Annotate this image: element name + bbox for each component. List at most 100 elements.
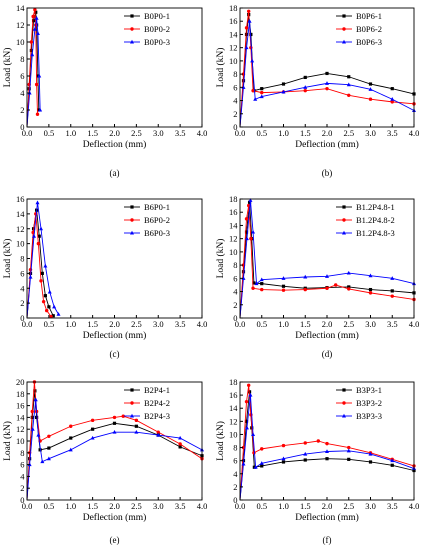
data-point [36, 241, 41, 246]
legend-label: B0P0-2 [144, 24, 170, 34]
series-3 [26, 16, 43, 128]
y-axis-label: Load (kN) [215, 421, 226, 461]
data-point [346, 82, 351, 87]
y-tick-label: 0 [20, 495, 24, 505]
data-point [34, 212, 38, 216]
x-tick-label: 2.0 [109, 501, 120, 511]
legend-marker [342, 230, 346, 235]
series-1 [239, 13, 416, 128]
data-point [325, 86, 329, 91]
plot-frame [26, 7, 203, 128]
legend-label: B3P3-1 [356, 385, 382, 395]
series-3 [26, 397, 204, 501]
data-point [247, 9, 251, 14]
series-2 [26, 212, 53, 319]
y-tick-label: 12 [229, 234, 238, 244]
data-point [35, 112, 40, 116]
y-tick-label: 8 [233, 443, 237, 453]
data-point [32, 233, 36, 238]
x-tick-label: 3.0 [365, 319, 376, 329]
data-point [28, 267, 33, 272]
data-point [37, 73, 42, 78]
data-point [178, 435, 183, 440]
legend-label: B1.2P4.8-1 [356, 202, 395, 212]
data-point [390, 276, 395, 280]
legend-marker [130, 27, 134, 31]
x-tick-label: 4.0 [197, 319, 208, 329]
legend-entry: B6P0-2 [124, 215, 170, 225]
y-axis-label: Load (kN) [2, 239, 13, 279]
data-point [244, 419, 249, 423]
x-tick-label: 0.5 [256, 501, 267, 511]
data-point [260, 447, 264, 451]
data-point [325, 457, 329, 461]
data-point [47, 434, 51, 438]
x-tick-label: 3.0 [153, 319, 164, 329]
legend-label: B6P0-3 [144, 228, 170, 238]
legend-marker [130, 218, 134, 222]
y-tick-label: 4 [20, 471, 25, 481]
legend-marker [342, 27, 346, 31]
x-tick-label: 0.5 [256, 128, 267, 138]
y-tick-label: 14 [229, 220, 238, 230]
data-point [244, 230, 249, 234]
data-point [47, 289, 52, 294]
x-tick-label: 2.0 [322, 319, 333, 329]
x-tick-label: 1.0 [65, 319, 76, 329]
legend-marker [342, 14, 346, 18]
x-tick-label: 0.5 [44, 128, 55, 138]
data-point [30, 427, 35, 431]
data-point [32, 27, 37, 31]
x-tick-label: 2.5 [131, 128, 142, 138]
data-point [368, 460, 373, 464]
y-tick-label: 0 [233, 495, 237, 505]
data-point [112, 415, 117, 420]
data-point [325, 71, 329, 76]
data-point [390, 97, 395, 101]
legend-label: B0P0-3 [144, 37, 170, 47]
series-line [239, 202, 415, 319]
y-axis-label: Load (kN) [2, 48, 13, 88]
data-point [40, 459, 45, 464]
y-tick-label: 6 [233, 456, 237, 466]
data-point [281, 456, 286, 461]
data-point [241, 445, 246, 450]
x-tick-label: 3.5 [175, 319, 186, 329]
data-point [134, 418, 139, 423]
legend-label: B2P4-1 [144, 385, 170, 395]
data-point [390, 289, 394, 293]
legend-entry: B0P0-2 [124, 24, 170, 34]
data-point [247, 200, 252, 204]
data-point [41, 299, 46, 304]
data-point [247, 383, 251, 387]
y-axis-label: Load (kN) [215, 239, 226, 279]
x-tick-label: 1.5 [87, 319, 98, 329]
legend-entry: B6P0-1 [124, 202, 170, 212]
legend-entry: B0P6-2 [336, 24, 382, 34]
legend-marker [342, 413, 346, 418]
x-axis-label: Deflection (mm) [83, 330, 147, 341]
data-point [68, 447, 73, 452]
legend-entry: B1.2P4.8-1 [336, 202, 395, 212]
data-point [346, 448, 351, 453]
series-2 [239, 203, 416, 319]
series-line [239, 21, 415, 128]
data-point [281, 82, 286, 86]
x-tick-label: 1.0 [278, 128, 289, 138]
y-tick-label: 4 [233, 469, 238, 479]
panel-label: (e) [110, 535, 120, 545]
plot-frame [239, 7, 415, 128]
data-point [390, 458, 395, 463]
data-point [244, 26, 249, 30]
x-tick-label: 3.0 [153, 501, 164, 511]
series-line [26, 399, 203, 501]
legend-entry: B0P0-1 [124, 11, 170, 21]
data-point [121, 414, 125, 418]
y-tick-label: 16 [16, 401, 25, 411]
data-point [31, 14, 35, 19]
y-tick-label: 18 [229, 3, 238, 13]
data-point [390, 87, 394, 91]
data-point [253, 465, 258, 469]
data-point [325, 449, 329, 453]
data-point [281, 284, 286, 288]
